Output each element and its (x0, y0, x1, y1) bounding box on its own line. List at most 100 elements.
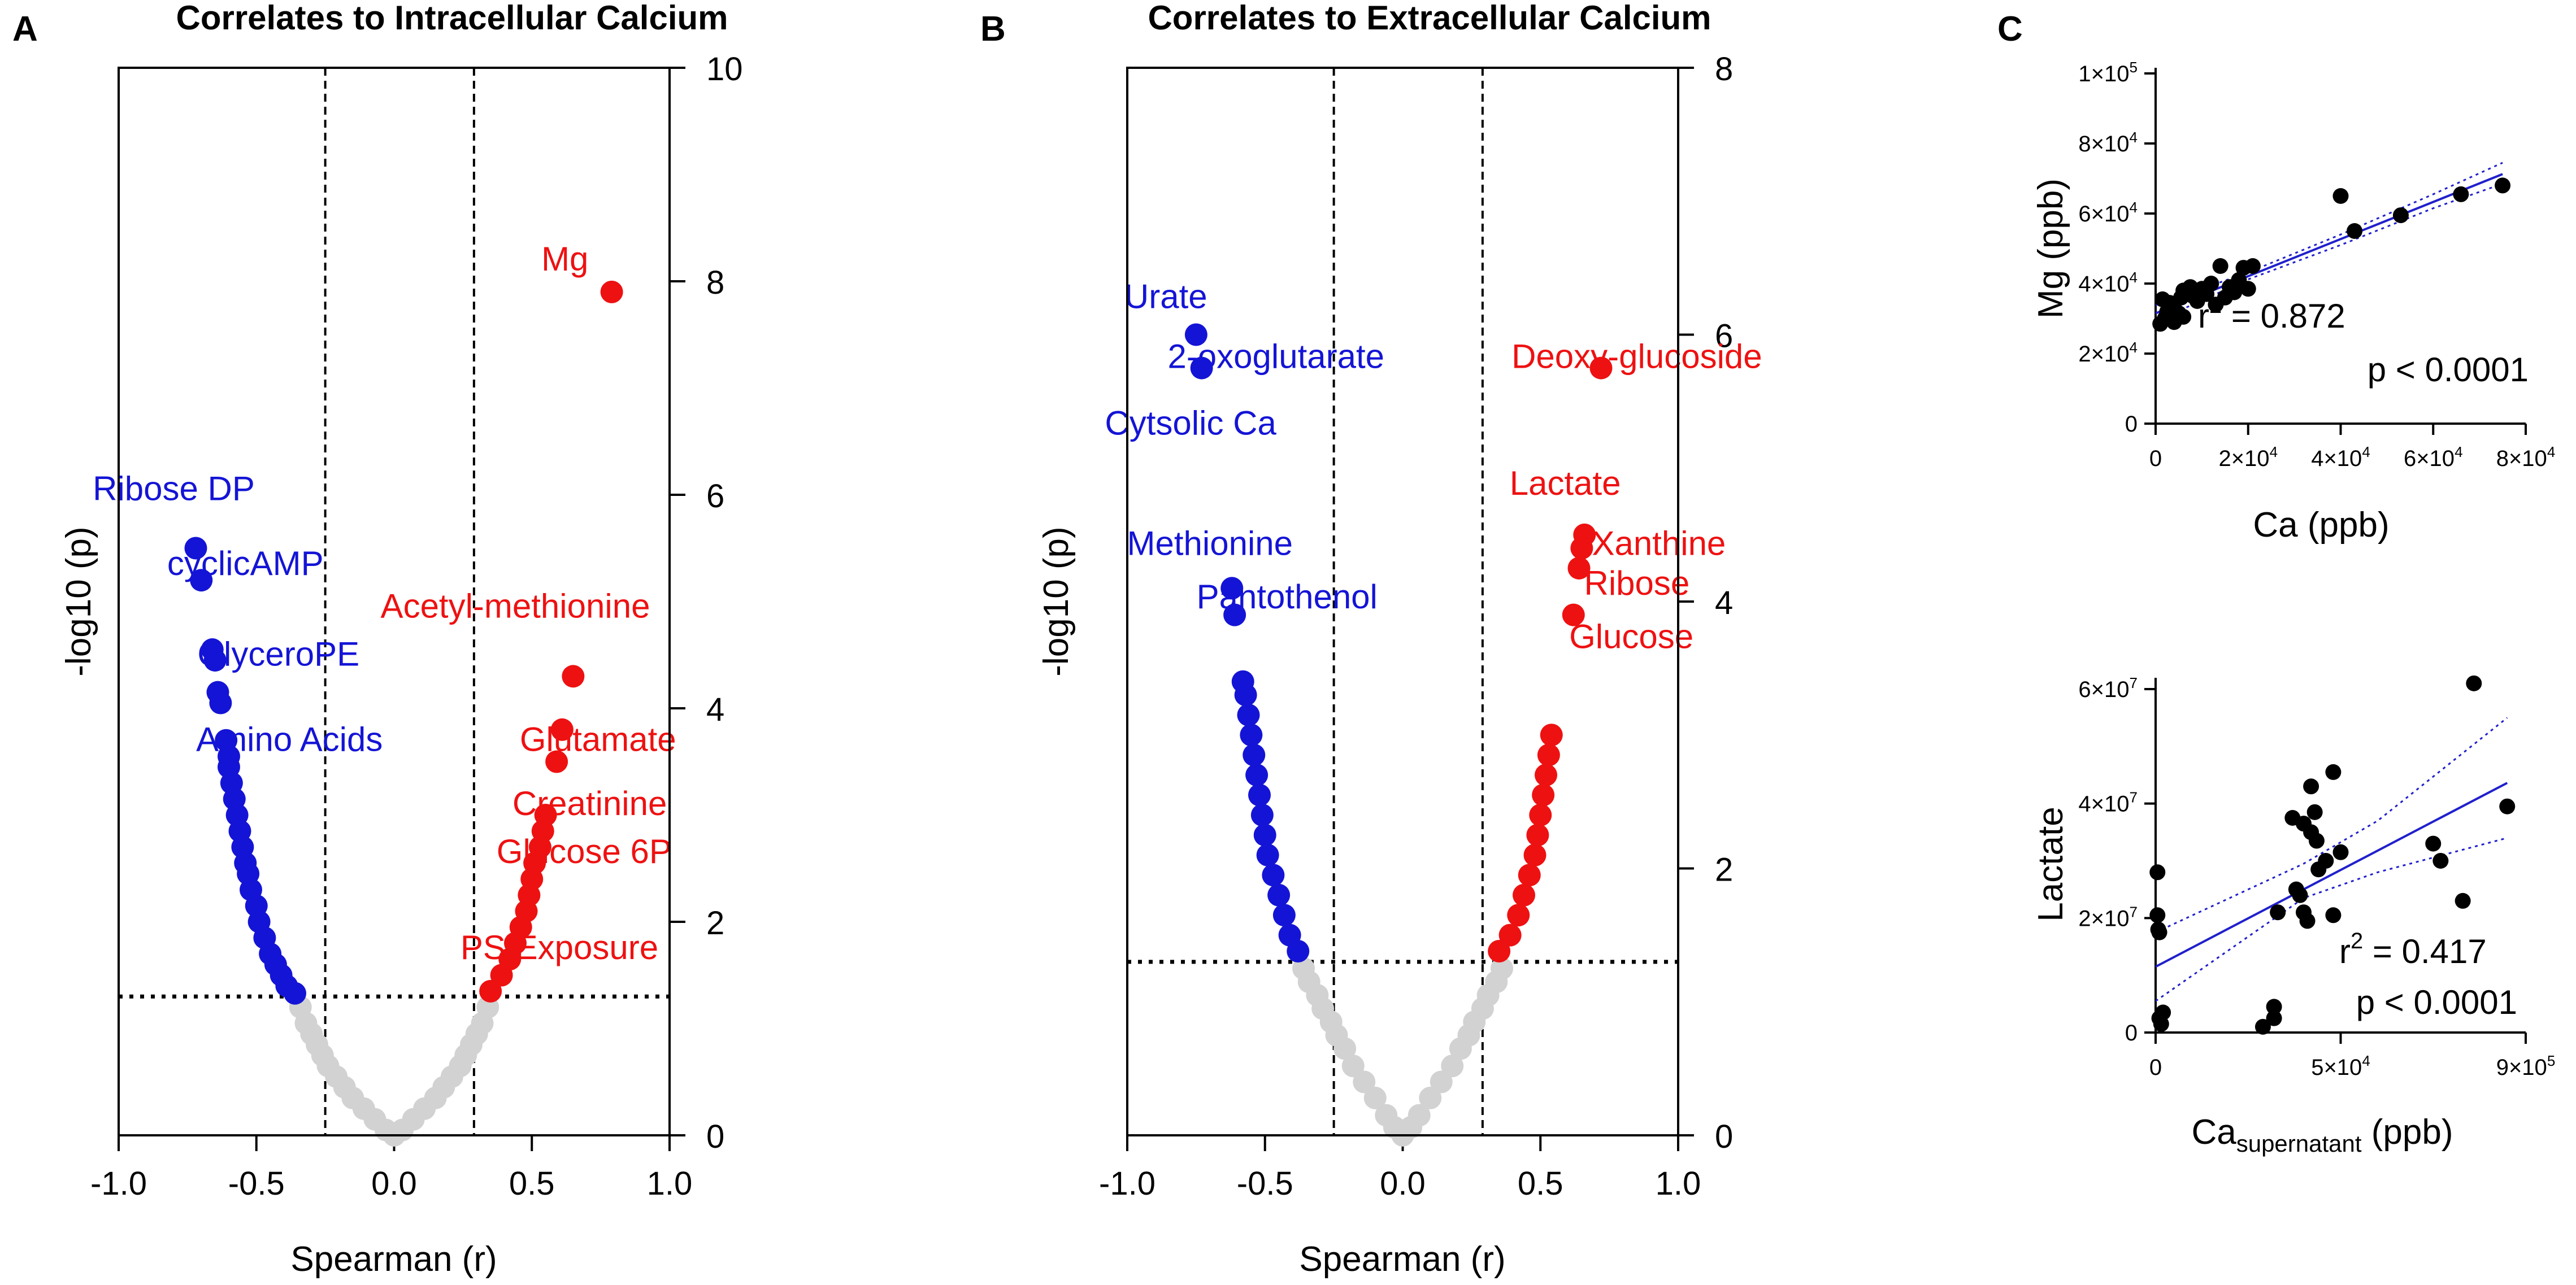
a-point-positive (550, 718, 574, 741)
panel-a-y-label: -log10 (p) (59, 526, 98, 676)
a-annotation: PS Exposure (461, 929, 658, 966)
c2-point (2325, 907, 2342, 924)
c2-fit-line (2155, 782, 2508, 968)
b-point-negative (1287, 939, 1310, 962)
b-point-negative (1184, 323, 1207, 346)
b-point-negative (1234, 683, 1257, 707)
c1-y-tick-label: 1×105 (2078, 59, 2138, 86)
panel-c-bottom-y-label: Lactate (2031, 807, 2070, 921)
a-y-tick-label: 10 (706, 51, 743, 88)
c2-point (2270, 904, 2286, 921)
c2-point (2266, 999, 2282, 1015)
panel-b-plot-frame (1126, 67, 1679, 1136)
b-point-positive (1529, 804, 1552, 826)
b-point-negative (1240, 724, 1263, 747)
c1-point (2212, 258, 2229, 274)
c2-point (2332, 844, 2349, 860)
c2-x-tick-label: 9×105 (2496, 1052, 2556, 1080)
a-point-negative (184, 537, 207, 560)
panel-b-x-label: Spearman (r) (1299, 1240, 1505, 1279)
c1-x-tick-label: 0 (2149, 446, 2162, 471)
b-point-nonsignificant (1491, 957, 1513, 980)
c1-point (2453, 186, 2469, 202)
panel-b-points (1184, 323, 1613, 1147)
c2-point (2325, 764, 2342, 780)
a-x-tick-label: 1.0 (647, 1165, 693, 1202)
c2-y-tick-label: 4×107 (2078, 789, 2138, 817)
b-annotation: Ribose (1584, 564, 1689, 602)
c1-point (2154, 291, 2171, 307)
b-point-negative (1248, 783, 1271, 807)
panel-a-x-label: Spearman (r) (290, 1240, 497, 1279)
b-annotation: 2-oxoglutarate (1167, 338, 1384, 376)
panel-b: Correlates to Extracellular Calcium -1.0… (1037, 0, 1762, 1279)
c1-point (2175, 308, 2192, 325)
b-point-positive (1570, 537, 1593, 560)
c1-point (2347, 223, 2363, 239)
b-point-positive (1567, 556, 1591, 580)
c1-y-tick-label: 6×104 (2078, 199, 2138, 226)
a-y-tick-label: 0 (706, 1118, 724, 1155)
b-annotation: Glucose (1569, 618, 1693, 656)
b-annotation: Xanthine (1592, 524, 1726, 562)
a-y-tick-label: 6 (706, 478, 724, 515)
c2-point (2149, 864, 2166, 881)
c2-point (2432, 853, 2449, 869)
b-point-negative (1250, 804, 1274, 826)
b-point-nonsignificant (1430, 1070, 1453, 1094)
c1-point (2203, 276, 2219, 291)
b-point-negative (1190, 356, 1213, 380)
c2-point (2155, 1004, 2171, 1021)
b-point-positive (1562, 603, 1585, 626)
panel-letter-b: B (980, 10, 1006, 49)
panel-a-points (184, 280, 623, 1147)
b-point-positive (1526, 824, 1549, 847)
panel-b-title: Correlates to Extracellular Calcium (1148, 0, 1711, 37)
c1-point (2244, 258, 2261, 274)
panel-b-y-label: -log10 (p) (1037, 526, 1076, 676)
panel-c-top-points (2152, 177, 2511, 332)
panel-letter-c: C (1997, 10, 2023, 49)
panel-b-ticks: -1.0 -0.5 0.0 0.5 1.0 0 2 4 6 8 (1099, 51, 1733, 1202)
a-point-negative (190, 569, 213, 592)
b-point-negative (1267, 883, 1291, 907)
b-y-tick-label: 8 (1715, 51, 1733, 88)
c2-y-tick-label: 6×107 (2078, 674, 2138, 702)
b-x-tick-label: 1.0 (1656, 1165, 1701, 1202)
c2-y-tick-label: 0 (2125, 1021, 2138, 1046)
c1-y-tick-label: 0 (2125, 412, 2138, 437)
panel-c-top: 0 2×104 4×104 6×104 8×104 0 2×104 4×104 6×104 8×1… (2031, 59, 2555, 545)
b-y-tick-label: 6 (1715, 318, 1733, 355)
a-annotation: Glutamate (520, 721, 676, 759)
b-point-positive (1507, 904, 1530, 927)
c1-x-tick-label: 6×104 (2404, 443, 2463, 471)
a-annotation: Mg (541, 240, 588, 278)
a-annotation: cyclicAMP (167, 545, 324, 582)
b-point-negative (1237, 703, 1260, 726)
panel-c-bottom-x-label: Casupernatant (ppb) (2191, 1113, 2453, 1157)
c2-y-tick-label: 2×107 (2078, 903, 2138, 931)
c2-point (2292, 887, 2308, 903)
b-point-negative (1253, 824, 1276, 847)
b-point-nonsignificant (1408, 1104, 1431, 1127)
a-x-tick-label: 0.0 (371, 1165, 417, 1202)
a-point-positive (545, 750, 568, 773)
c2-point (2308, 833, 2325, 849)
b-point-positive (1518, 864, 1541, 887)
c2-point (2303, 778, 2319, 795)
b-annotation: Deoxy-glucoside (1511, 338, 1762, 376)
panel-c-top-ticks: 0 2×104 4×104 6×104 8×104 0 2×104 4×104 6×104 8×1… (2078, 59, 2555, 471)
a-annotation: Creatinine (512, 785, 667, 822)
b-point-negative (1256, 843, 1279, 866)
c2-x-tick-label: 0 (2149, 1055, 2162, 1080)
c2-point (2318, 853, 2334, 869)
b-y-tick-label: 2 (1715, 852, 1733, 888)
a-annotation: GlyceroPE (197, 635, 359, 673)
panel-c-bottom-points (2149, 675, 2516, 1035)
c1-ci-upper-line (2155, 162, 2503, 306)
c2-point (2306, 804, 2323, 820)
b-annotation: Pantothenol (1197, 578, 1378, 616)
c2-point (2455, 892, 2471, 909)
c2-point (2466, 675, 2482, 691)
a-annotation: Glucose 6P (497, 833, 672, 870)
